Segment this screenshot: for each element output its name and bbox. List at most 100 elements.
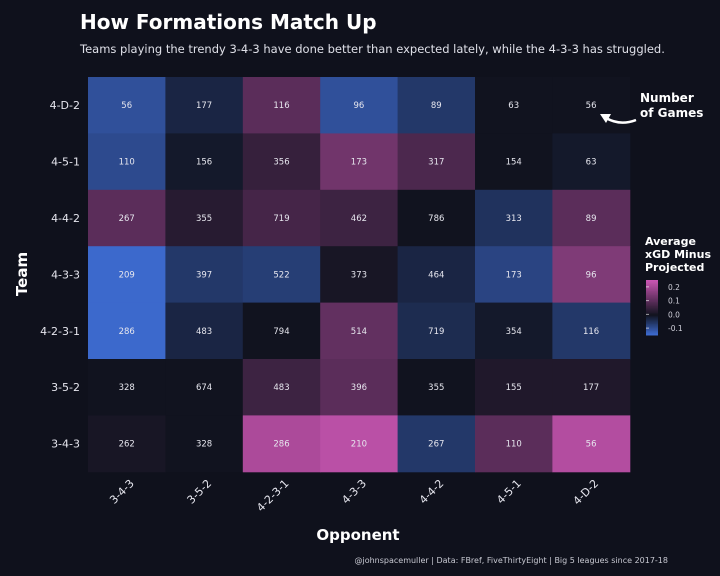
heatmap-cell — [88, 246, 166, 304]
cell-games-label: 267 — [428, 440, 444, 450]
legend-gradient-segment — [646, 299, 658, 302]
legend-gradient-segment — [646, 281, 658, 284]
legend-gradient-segment — [646, 328, 658, 330]
cell-games-label: 286 — [273, 440, 289, 450]
y-tick-label: 4-3-3 — [51, 268, 80, 281]
heatmap-cell — [397, 415, 476, 473]
legend-gradient-segment — [646, 314, 658, 317]
cell-games-label: 464 — [428, 270, 444, 280]
cell-games-label: 522 — [273, 270, 289, 280]
legend-gradient-segment — [646, 280, 658, 282]
heatmap-cell — [88, 415, 166, 473]
legend-gradient-segment — [646, 307, 658, 310]
legend-gradient-segment — [646, 330, 658, 333]
heatmap-cell — [475, 246, 553, 304]
legend-tick-label: 0.1 — [668, 297, 680, 306]
cell-games-label: 719 — [273, 214, 289, 224]
heatmap-cell — [165, 415, 244, 473]
cell-games-label: 110 — [506, 440, 522, 450]
cell-games-label: 462 — [351, 214, 367, 224]
heatmap-cell — [475, 415, 553, 473]
cell-games-label: 397 — [196, 270, 212, 280]
cell-games-label: 786 — [428, 214, 444, 224]
heatmap-cell — [88, 133, 166, 191]
legend-gradient-segment — [646, 329, 658, 332]
heatmap-cell — [552, 77, 631, 134]
cell-games-label: 89 — [431, 101, 442, 111]
annotation-line-2: of Games — [640, 106, 704, 120]
cell-games-label: 116 — [583, 327, 599, 337]
heatmap-cell — [242, 77, 321, 134]
heatmap-cell — [165, 189, 244, 247]
legend-gradient-segment — [646, 317, 658, 319]
legend-tick-label: 0.0 — [668, 310, 680, 319]
cell-games-label: 63 — [586, 158, 597, 168]
heatmap-cell — [475, 133, 553, 191]
heatmap-cell — [552, 302, 631, 360]
legend-gradient-segment — [646, 304, 658, 307]
cell-games-label: 674 — [196, 383, 212, 393]
legend-gradient-segment — [646, 319, 658, 322]
x-tick-label: 4-2-3-1 — [254, 477, 291, 514]
legend-title-line-1: Average — [645, 235, 696, 248]
cell-games-label: 173 — [351, 158, 367, 168]
heatmap-cell — [320, 415, 399, 473]
cell-games-label: 56 — [586, 101, 597, 111]
cell-games-label: 173 — [506, 270, 522, 280]
chart-subtitle: Teams playing the trendy 3-4-3 have done… — [80, 42, 665, 56]
legend-gradient-segment — [646, 297, 658, 300]
cell-games-label: 156 — [196, 158, 212, 168]
heatmap-cell — [242, 133, 321, 191]
legend-gradient-segment — [646, 293, 658, 296]
legend-gradient-segment — [646, 313, 658, 315]
heatmap-cell — [475, 77, 553, 134]
cell-games-label: 210 — [351, 440, 367, 450]
legend-gradient-segment — [646, 292, 658, 295]
heatmap-cell — [552, 415, 631, 473]
legend-gradient-segment — [646, 285, 658, 288]
legend-gradient-segment — [646, 333, 658, 336]
heatmap-cell — [320, 359, 399, 416]
cell-games-label: 286 — [119, 327, 135, 337]
cell-games-label: 96 — [353, 101, 364, 111]
cell-games-label: 56 — [121, 101, 132, 111]
heatmap-cell — [242, 359, 321, 416]
heatmap-cell — [165, 133, 244, 191]
heatmap-cell — [397, 189, 476, 247]
legend-gradient-segment — [646, 318, 658, 321]
cell-games-label: 96 — [586, 270, 597, 280]
cell-games-label: 89 — [586, 214, 597, 224]
cell-games-label: 56 — [586, 440, 597, 450]
cell-games-label: 262 — [119, 440, 135, 450]
number-of-games-annotation: Number of Games — [640, 91, 703, 121]
heatmap-cell — [320, 246, 399, 304]
cell-games-label: 63 — [508, 101, 519, 111]
heatmap-cell — [397, 77, 476, 134]
x-tick-label: 4-5-1 — [494, 477, 524, 507]
legend-gradient-segment — [646, 321, 658, 324]
cell-games-label: 514 — [351, 327, 367, 337]
cell-games-label: 110 — [119, 158, 135, 168]
cell-games-label: 155 — [506, 383, 522, 393]
heatmap-cell — [88, 77, 166, 134]
heatmap-cell — [397, 359, 476, 416]
caption: @johnspacemuller | Data: FBref, FiveThir… — [354, 556, 668, 565]
cell-games-label: 354 — [506, 327, 522, 337]
heatmap-cell — [320, 302, 399, 360]
x-tick-label: 3-4-3 — [107, 477, 137, 507]
legend-gradient-segment — [646, 295, 658, 297]
x-tick-label: 4-4-2 — [417, 477, 447, 507]
legend-gradient-segment — [646, 303, 658, 306]
heatmap-cell — [320, 133, 399, 191]
arrowhead-icon — [600, 114, 611, 123]
legend-gradient-segment — [646, 306, 658, 308]
x-tick-label: 3-5-2 — [185, 477, 215, 507]
legend-gradient-segment — [646, 324, 658, 326]
heatmap-cell — [552, 133, 631, 191]
legend-title: Average xGD Minus Projected — [645, 235, 711, 274]
heatmap-cell — [88, 189, 166, 247]
heatmap-cell — [475, 359, 553, 416]
legend-gradient-segment — [646, 302, 658, 304]
heatmap-cell — [475, 302, 553, 360]
